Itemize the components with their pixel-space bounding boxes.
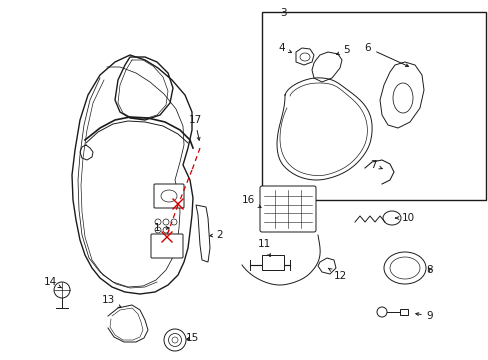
Text: 9: 9	[415, 311, 432, 321]
Text: 8: 8	[426, 265, 432, 275]
Text: 15: 15	[185, 333, 198, 343]
Bar	[262, 12, 485, 200]
FancyBboxPatch shape	[151, 234, 183, 258]
Text: 10: 10	[395, 213, 414, 223]
Text: 1: 1	[153, 223, 169, 233]
Text: 11: 11	[257, 239, 270, 257]
FancyBboxPatch shape	[154, 184, 183, 208]
Bar	[262, 255, 284, 270]
Text: 16: 16	[241, 195, 261, 207]
Text: 4: 4	[278, 43, 291, 53]
Text: 3: 3	[280, 8, 286, 18]
Text: 12: 12	[327, 268, 346, 281]
Text: 2: 2	[209, 230, 223, 240]
Text: 14: 14	[43, 277, 62, 288]
Text: 6: 6	[364, 43, 407, 67]
Text: 13: 13	[101, 295, 121, 307]
FancyBboxPatch shape	[260, 186, 315, 232]
Text: 5: 5	[336, 45, 349, 55]
Bar	[399, 309, 407, 315]
Text: 17: 17	[188, 115, 201, 140]
Text: 7: 7	[369, 160, 381, 170]
